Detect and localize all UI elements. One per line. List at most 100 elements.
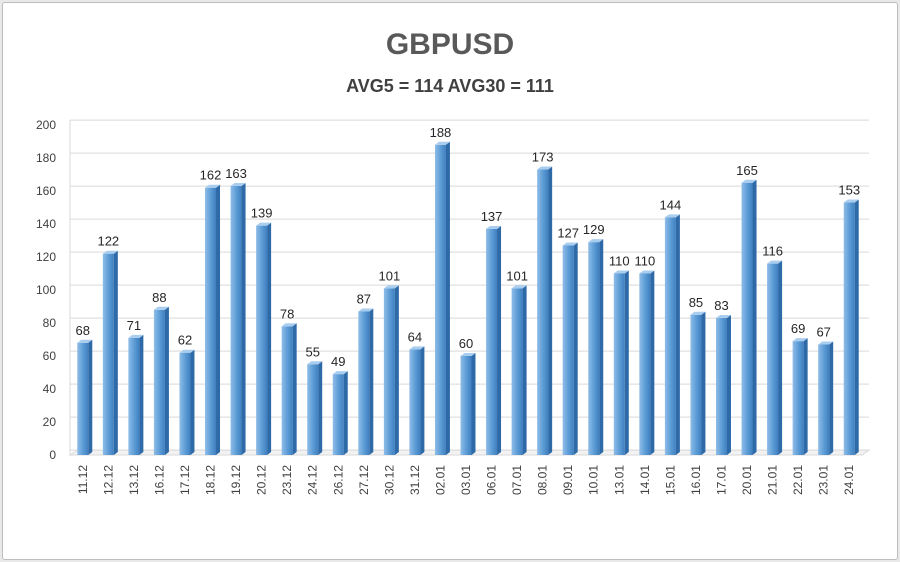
bar bbox=[256, 222, 272, 455]
bar-front bbox=[281, 326, 293, 455]
data-label: 188 bbox=[430, 125, 452, 140]
x-tick-label: 22.01 bbox=[791, 465, 805, 495]
bar bbox=[818, 341, 834, 455]
data-label: 122 bbox=[97, 234, 119, 249]
bar-front bbox=[460, 356, 472, 455]
bar-front bbox=[358, 311, 370, 455]
bar-top bbox=[818, 341, 834, 345]
data-label: 55 bbox=[305, 344, 319, 359]
bar-side bbox=[139, 334, 144, 455]
bar-front bbox=[434, 144, 446, 456]
bar bbox=[153, 306, 169, 455]
bar-side bbox=[701, 311, 706, 455]
bar-top bbox=[639, 270, 655, 274]
y-tick-label: 140 bbox=[36, 217, 56, 231]
chart-title: GBPUSD bbox=[385, 28, 515, 61]
x-tick-label: 30.12 bbox=[382, 465, 396, 495]
data-label: 165 bbox=[736, 163, 758, 178]
bar-top bbox=[715, 315, 731, 319]
bar-front bbox=[664, 217, 676, 455]
bar-front bbox=[792, 341, 804, 455]
labels: 6811.1212212.127113.128816.126217.121621… bbox=[76, 125, 861, 495]
bar-side bbox=[190, 349, 195, 455]
x-tick-label: 31.12 bbox=[408, 465, 422, 495]
bar-top bbox=[664, 214, 680, 218]
x-tick-label: 27.12 bbox=[357, 465, 371, 495]
data-label: 110 bbox=[634, 254, 655, 269]
x-tick-label: 09.01 bbox=[561, 465, 575, 495]
y-tick-label: 60 bbox=[43, 349, 57, 363]
bar-front bbox=[205, 187, 217, 455]
bar-side bbox=[267, 222, 272, 455]
data-label: 139 bbox=[251, 206, 273, 221]
x-tick-label: 06.01 bbox=[485, 465, 499, 495]
gridlines bbox=[70, 119, 869, 451]
bar bbox=[588, 239, 604, 455]
bar bbox=[486, 225, 502, 455]
bar bbox=[281, 323, 297, 455]
data-label: 173 bbox=[532, 150, 554, 165]
bar-top bbox=[460, 353, 476, 356]
bar-side bbox=[548, 166, 553, 456]
bar-front bbox=[179, 352, 191, 455]
x-tick-label: 10.01 bbox=[587, 465, 601, 495]
data-label: 116 bbox=[762, 244, 783, 259]
bar-top bbox=[358, 308, 374, 312]
bar-side bbox=[829, 341, 834, 455]
bar-side bbox=[164, 306, 169, 455]
bar-top bbox=[383, 285, 399, 289]
data-label: 67 bbox=[816, 324, 830, 339]
bar-side bbox=[854, 199, 859, 455]
data-label: 101 bbox=[506, 268, 528, 283]
bar bbox=[460, 353, 476, 455]
bar-top bbox=[409, 346, 425, 350]
bar-side bbox=[216, 184, 221, 455]
x-tick-label: 13.01 bbox=[612, 465, 626, 495]
x-tick-label: 11.12 bbox=[76, 465, 90, 494]
bar-top bbox=[153, 306, 169, 310]
y-tick-label: 0 bbox=[49, 448, 56, 462]
bar-front bbox=[153, 309, 165, 455]
data-label: 49 bbox=[331, 354, 345, 369]
data-label: 162 bbox=[200, 168, 222, 183]
bar bbox=[409, 346, 425, 455]
bar bbox=[715, 315, 731, 455]
bar bbox=[230, 183, 246, 456]
bar-top bbox=[486, 225, 502, 229]
bar-side bbox=[624, 270, 629, 455]
data-label: 69 bbox=[791, 321, 805, 336]
x-tick-label: 24.12 bbox=[306, 465, 320, 495]
x-tick-label: 03.01 bbox=[459, 465, 473, 495]
bar bbox=[358, 308, 374, 455]
bar bbox=[434, 141, 450, 456]
x-tick-label: 23.01 bbox=[817, 465, 831, 495]
bar bbox=[613, 270, 629, 455]
bar-top bbox=[102, 250, 118, 254]
bar-side bbox=[88, 339, 93, 455]
data-label: 144 bbox=[660, 197, 682, 212]
bar-front bbox=[307, 364, 319, 455]
bar-top bbox=[256, 222, 272, 226]
x-tick-label: 20.12 bbox=[255, 465, 269, 495]
data-label: 101 bbox=[379, 268, 401, 283]
bar-front bbox=[767, 263, 779, 455]
bars bbox=[77, 141, 859, 456]
x-tick-label: 17.12 bbox=[178, 465, 192, 495]
data-label: 71 bbox=[127, 318, 141, 333]
bar-side bbox=[599, 239, 604, 455]
bar-side bbox=[420, 346, 425, 455]
bar-side bbox=[318, 361, 323, 455]
x-tick-label: 20.01 bbox=[740, 465, 754, 495]
bar-side bbox=[241, 183, 246, 456]
bar-top bbox=[613, 270, 629, 274]
bar bbox=[205, 184, 221, 455]
y-tick-label: 120 bbox=[36, 250, 56, 264]
bar-top bbox=[537, 166, 553, 170]
data-label: 64 bbox=[408, 329, 422, 344]
x-tick-label: 16.12 bbox=[152, 465, 166, 495]
x-tick-label: 23.12 bbox=[280, 465, 294, 495]
y-tick-label: 80 bbox=[43, 316, 57, 330]
data-label: 62 bbox=[178, 333, 192, 348]
bar-top bbox=[843, 199, 859, 203]
bar-front bbox=[128, 337, 140, 455]
